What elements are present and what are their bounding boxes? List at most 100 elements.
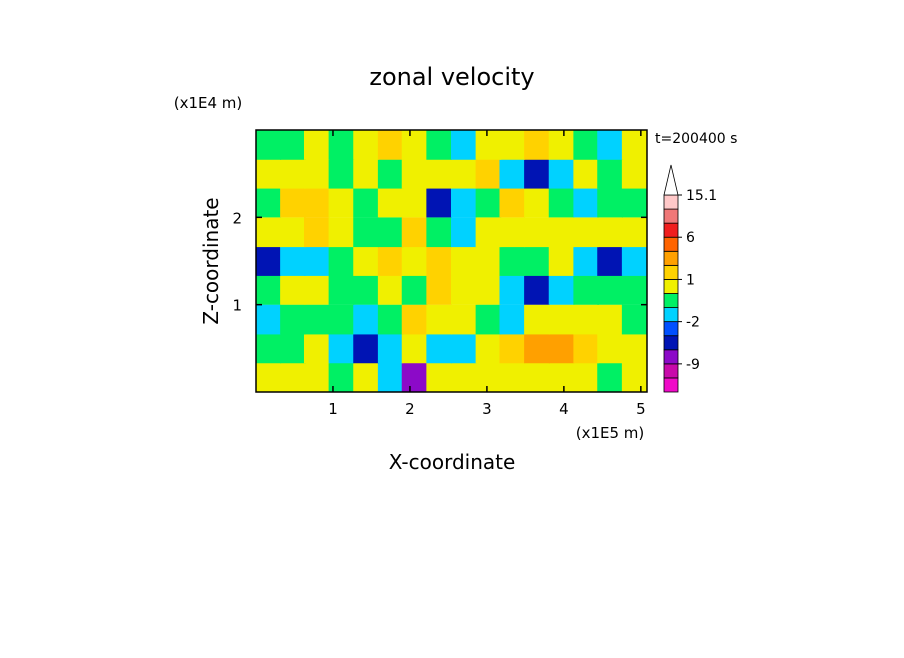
field-cell <box>621 304 647 335</box>
field-cell <box>548 158 575 189</box>
y-tick-label: 2 <box>232 209 242 227</box>
time-annotation: t=200400 s <box>655 131 737 147</box>
field-cell <box>524 158 550 189</box>
field-cell <box>328 158 355 189</box>
field-cell <box>573 333 600 364</box>
field-cell <box>597 217 623 248</box>
field-cell <box>256 217 282 248</box>
field-cell <box>426 246 452 276</box>
field-cell <box>475 333 502 364</box>
field-cell <box>401 158 428 189</box>
x-axis-label: X-coordinate <box>389 450 516 474</box>
field-cell <box>353 130 379 160</box>
field-cell <box>401 187 428 218</box>
field-cell <box>377 187 404 218</box>
field-cell <box>451 333 477 364</box>
field-cell <box>303 362 330 392</box>
field-cell <box>573 362 600 392</box>
field-cell <box>377 333 404 364</box>
field-cell <box>377 304 404 335</box>
field-cell <box>524 274 550 305</box>
field-cell <box>499 362 526 392</box>
field-cell <box>303 187 330 218</box>
field-cell <box>353 274 379 305</box>
field-cell <box>280 274 306 305</box>
colorbar-band <box>663 307 679 323</box>
field-cell <box>524 333 550 364</box>
colorbar-tick-label: 15.1 <box>686 188 717 204</box>
colorbar-band <box>663 208 679 224</box>
field-cell <box>548 130 575 160</box>
colorbar-band <box>663 349 679 365</box>
field-cell <box>256 333 282 364</box>
field-cell <box>475 158 502 189</box>
colorbar-over <box>663 164 679 196</box>
field-cell <box>621 362 647 392</box>
field-cell <box>548 362 575 392</box>
field-cell <box>426 187 452 218</box>
field-cell <box>548 304 575 335</box>
field-cell <box>280 187 306 218</box>
field-cell <box>377 217 404 248</box>
field-cell <box>426 304 452 335</box>
field-cell <box>499 274 526 305</box>
field-cell <box>621 217 647 248</box>
field-cell <box>303 246 330 276</box>
field-cell <box>548 246 575 276</box>
colorbar-band <box>663 236 679 252</box>
colorbar-band <box>663 293 679 308</box>
x-tick-label: 2 <box>405 400 415 418</box>
field-cell <box>353 246 379 276</box>
field-cell <box>377 246 404 276</box>
field-cell <box>524 362 550 392</box>
field-cell <box>280 217 306 248</box>
field-cell <box>256 187 282 218</box>
field-cell <box>377 130 404 160</box>
field-cell <box>256 130 282 160</box>
field-cell <box>475 362 502 392</box>
field-cell <box>524 217 550 248</box>
field-cell <box>573 158 600 189</box>
colorbar-tick-label: -9 <box>686 357 700 373</box>
field-cell <box>475 217 502 248</box>
field-cell <box>256 362 282 392</box>
field-cell <box>303 304 330 335</box>
field-cell <box>621 187 647 218</box>
field-cell <box>524 187 550 218</box>
field-cell <box>573 304 600 335</box>
field-cell <box>475 187 502 218</box>
colorbar-band <box>663 194 679 210</box>
x-unit: (x1E5 m) <box>576 424 645 442</box>
field-cell <box>499 217 526 248</box>
field-cell <box>451 130 477 160</box>
field-cell <box>353 333 379 364</box>
field-cell <box>353 158 379 189</box>
field-cell <box>303 274 330 305</box>
field-cell <box>280 304 306 335</box>
field-cell <box>426 217 452 248</box>
field-cell <box>328 304 355 335</box>
colorbar-band <box>663 363 679 379</box>
field-cell <box>256 274 282 305</box>
colorbar-band <box>663 250 679 266</box>
field-cell <box>621 130 647 160</box>
field-cell <box>328 246 355 276</box>
field-cell <box>353 217 379 248</box>
field-cell <box>573 217 600 248</box>
field-cell <box>597 187 623 218</box>
colorbar-tick-label: 1 <box>686 272 695 288</box>
field-cell <box>499 187 526 218</box>
field-cell <box>475 274 502 305</box>
colorbar-tick-label: 6 <box>686 230 695 246</box>
field-cell <box>451 304 477 335</box>
field-cell <box>328 274 355 305</box>
field-cell <box>256 158 282 189</box>
field-cell <box>475 246 502 276</box>
field-cell <box>524 304 550 335</box>
field-cell <box>597 130 623 160</box>
field-cell <box>475 304 502 335</box>
y-tick-label: 1 <box>232 297 242 315</box>
field-cell <box>499 333 526 364</box>
field-cell <box>303 130 330 160</box>
